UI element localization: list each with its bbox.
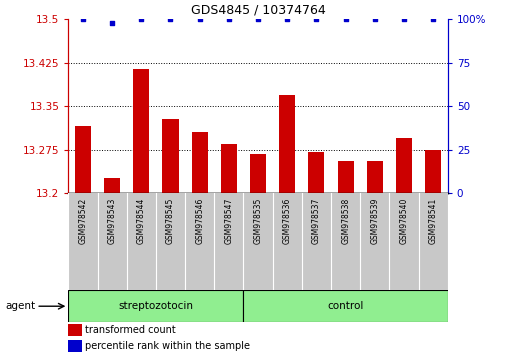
- Bar: [68, 340, 81, 353]
- Point: [428, 17, 436, 22]
- Point: [195, 17, 204, 22]
- Text: GSM978538: GSM978538: [340, 198, 349, 244]
- Point: [166, 17, 174, 22]
- Bar: [162, 120, 178, 193]
- Text: GSM978543: GSM978543: [108, 198, 116, 244]
- Text: GSM978542: GSM978542: [78, 198, 87, 244]
- Bar: [243, 290, 447, 322]
- Text: GSM978547: GSM978547: [224, 198, 233, 244]
- Bar: [249, 154, 266, 193]
- Title: GDS4845 / 10374764: GDS4845 / 10374764: [190, 4, 325, 17]
- Bar: [104, 178, 120, 193]
- Point: [224, 17, 232, 22]
- Text: transformed count: transformed count: [84, 325, 175, 336]
- Text: GSM978545: GSM978545: [166, 198, 175, 244]
- Point: [79, 17, 87, 22]
- Bar: [68, 290, 243, 322]
- Bar: [68, 324, 81, 336]
- Text: percentile rank within the sample: percentile rank within the sample: [84, 341, 249, 352]
- Bar: [337, 161, 353, 193]
- Text: GSM978535: GSM978535: [253, 198, 262, 244]
- Text: GSM978544: GSM978544: [136, 198, 145, 244]
- Bar: [424, 149, 440, 193]
- Text: GSM978546: GSM978546: [195, 198, 204, 244]
- Text: GSM978536: GSM978536: [282, 198, 291, 244]
- Bar: [133, 69, 149, 193]
- Text: agent: agent: [5, 301, 35, 311]
- Point: [341, 17, 349, 22]
- Point: [312, 17, 320, 22]
- Point: [254, 17, 262, 22]
- Text: GSM978537: GSM978537: [311, 198, 320, 244]
- Bar: [75, 126, 91, 193]
- Bar: [308, 153, 324, 193]
- Point: [399, 17, 407, 22]
- Point: [108, 20, 116, 26]
- Point: [283, 17, 291, 22]
- Bar: [395, 138, 411, 193]
- Point: [370, 17, 378, 22]
- Bar: [279, 95, 295, 193]
- Text: GSM978539: GSM978539: [370, 198, 379, 244]
- Point: [137, 17, 145, 22]
- Text: GSM978540: GSM978540: [399, 198, 408, 244]
- Text: GSM978541: GSM978541: [428, 198, 437, 244]
- Bar: [191, 132, 207, 193]
- Text: control: control: [327, 301, 363, 311]
- Text: streptozotocin: streptozotocin: [118, 301, 193, 311]
- Bar: [366, 161, 382, 193]
- Bar: [220, 144, 236, 193]
